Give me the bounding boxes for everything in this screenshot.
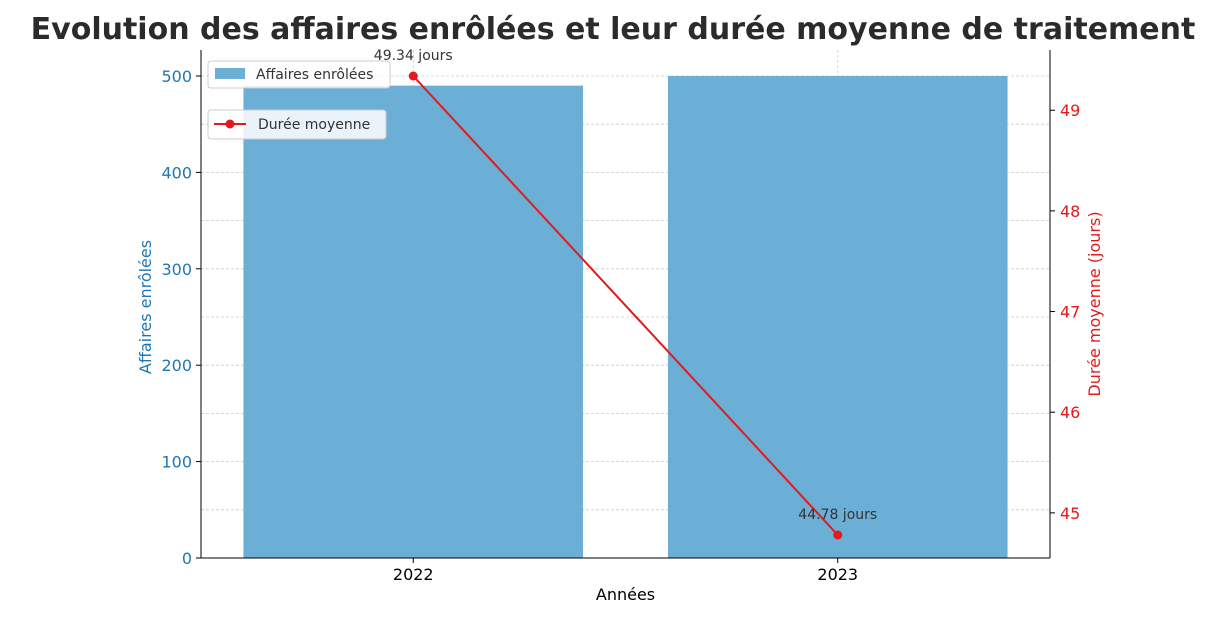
duration-line-path bbox=[412, 75, 839, 536]
left-axis-label: Affaires enrôlées bbox=[136, 240, 155, 374]
left-tick-label: 200 bbox=[161, 356, 192, 375]
legend-bar-swatch bbox=[215, 68, 245, 79]
left-tick-label: 500 bbox=[161, 67, 192, 86]
chart-title: Evolution des affaires enrôlées et leur … bbox=[30, 12, 1196, 47]
duration-point-2022 bbox=[408, 71, 418, 81]
right-tick-label: 45 bbox=[1060, 504, 1080, 523]
left-tick-label: 100 bbox=[161, 453, 192, 472]
left-tick-label: 0 bbox=[182, 549, 192, 568]
bars bbox=[243, 76, 1008, 558]
right-axis-label: Durée moyenne (jours) bbox=[1085, 211, 1104, 396]
x-axis-label: Années bbox=[596, 585, 655, 604]
bar-2022 bbox=[243, 85, 584, 558]
bar-2023 bbox=[667, 76, 1008, 558]
data-label-2022: 49.34 jours bbox=[374, 48, 453, 64]
legend-line-marker bbox=[225, 119, 235, 129]
legend-line-box bbox=[207, 109, 387, 140]
legends: Affaires enrôlées Durée moyenne bbox=[207, 60, 391, 140]
x-tick-label-2023: 2023 bbox=[817, 565, 858, 584]
labels: 49.34 jours 44.78 jours Années Affaires enr… bbox=[136, 48, 1104, 604]
legend-bar-label: Affaires enrôlées bbox=[256, 67, 373, 83]
duration-point-2023 bbox=[833, 530, 843, 540]
right-tick-label: 47 bbox=[1060, 303, 1080, 322]
right-tick-label: 49 bbox=[1060, 101, 1080, 120]
axes: 0 100 200 300 400 500 45 46 47 48 49 2022 2023 bbox=[161, 50, 1080, 584]
x-tick-label-2022: 2022 bbox=[393, 565, 434, 584]
right-tick-label: 46 bbox=[1060, 403, 1080, 422]
duration-line bbox=[408, 71, 843, 540]
right-tick-label: 48 bbox=[1060, 202, 1080, 221]
legend-line-label: Durée moyenne bbox=[258, 117, 370, 133]
left-tick-label: 300 bbox=[161, 260, 192, 279]
legend-bar-box bbox=[207, 60, 391, 89]
data-label-2023: 44.78 jours bbox=[798, 507, 877, 523]
left-tick-label: 400 bbox=[161, 163, 192, 182]
